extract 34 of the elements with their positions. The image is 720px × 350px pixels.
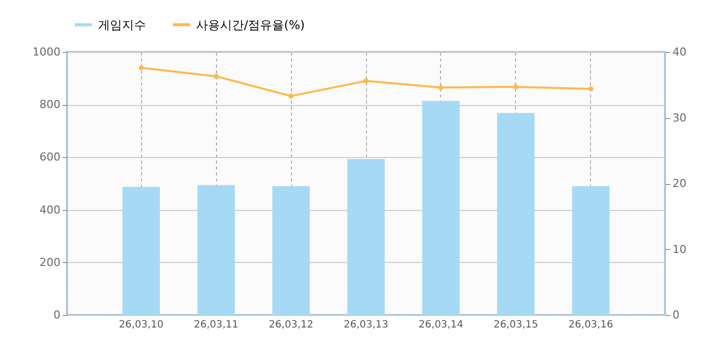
bar <box>197 185 235 315</box>
y2-tick-label: 20 <box>672 177 686 190</box>
point <box>588 86 594 92</box>
x-tick-label: 26,03,10 <box>118 320 164 330</box>
y-tick-label: 800 <box>40 98 60 112</box>
point <box>513 84 518 90</box>
bar <box>272 186 310 315</box>
point <box>288 94 294 99</box>
x-tick-label: 26,03,14 <box>418 320 464 330</box>
legend-label: 게임지수 <box>98 18 146 32</box>
y-tick-label: 1000 <box>32 46 60 58</box>
legend-label: 사용시간/점유율(%) <box>196 18 305 32</box>
point <box>438 85 444 90</box>
bar <box>422 100 460 315</box>
bar <box>572 186 610 315</box>
x-tick-label: 26,03,16 <box>568 320 614 330</box>
y2-tick-label: 30 <box>672 111 686 124</box>
bar <box>347 159 385 315</box>
y-tick-label: 0 <box>54 308 60 322</box>
point <box>364 78 368 84</box>
y2-tick-label: 40 <box>672 46 686 58</box>
y2-tick-label: 10 <box>672 242 686 256</box>
point <box>138 65 144 70</box>
bar <box>497 113 535 315</box>
point <box>214 74 219 79</box>
x-tick-label: 26,03,15 <box>494 320 538 330</box>
y2-tick-label: 0 <box>672 308 680 322</box>
bar <box>122 186 160 315</box>
y-tick-label: 200 <box>40 256 60 269</box>
x-tick-label: 26,03,11 <box>194 320 238 330</box>
x-tick-label: 26,03,13 <box>344 320 388 330</box>
y-tick-label: 600 <box>40 150 60 164</box>
x-tick-label: 26,03,12 <box>268 320 314 330</box>
y-tick-label: 400 <box>40 203 60 216</box>
